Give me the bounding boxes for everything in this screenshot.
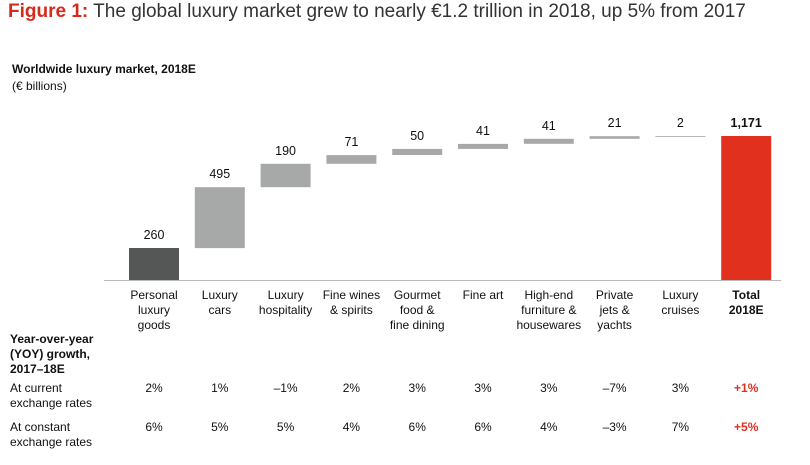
row-label-line: exchange rates <box>10 435 93 449</box>
row-label-line: exchange rates <box>10 396 93 410</box>
bar-5 <box>458 143 508 149</box>
category-label-3: Fine wines <box>323 288 380 302</box>
bar-0 <box>129 248 179 280</box>
growth-cell-1-0: 6% <box>145 420 163 434</box>
value-label-3: 71 <box>344 135 358 149</box>
growth-cell-1-5: 6% <box>474 420 492 434</box>
growth-cell-1-4: 6% <box>409 420 427 434</box>
growth-cell-0-7: –7% <box>603 381 627 395</box>
bars-layer <box>129 136 772 280</box>
growth-cell-1-1: 5% <box>211 420 229 434</box>
growth-cell-1-6: 4% <box>540 420 558 434</box>
bar-4 <box>392 148 443 155</box>
value-label-1: 495 <box>209 167 230 181</box>
growth-cell-1-2: 5% <box>277 420 295 434</box>
category-label-3: & spirits <box>330 303 373 317</box>
growth-cell-0-3: 2% <box>343 381 361 395</box>
bar-9 <box>721 136 772 280</box>
growth-cell-0-2: –1% <box>274 381 298 395</box>
growth-header-line: (YOY) growth, <box>10 347 90 361</box>
growth-cell-1-9: +5% <box>734 420 759 434</box>
bar-8 <box>655 136 706 137</box>
category-label-6: furniture & <box>521 303 576 317</box>
category-label-7: yachts <box>597 318 632 332</box>
value-label-4: 50 <box>410 129 424 143</box>
growth-cell-0-4: 3% <box>409 381 427 395</box>
category-label-0: goods <box>138 318 171 332</box>
growth-cell-0-9: +1% <box>734 381 759 395</box>
growth-cell-0-1: 1% <box>211 381 229 395</box>
growth-cell-1-8: 7% <box>672 420 690 434</box>
figure-title-lead: Figure 1: <box>8 1 89 22</box>
category-label-8: Luxury <box>662 288 698 302</box>
growth-cell-0-0: 2% <box>145 381 163 395</box>
growth-cell-0-8: 3% <box>672 381 690 395</box>
row-label-constant: At constant exchange rates <box>10 420 92 450</box>
value-label-6: 41 <box>542 119 556 133</box>
category-label-1: cars <box>208 303 231 317</box>
bar-6 <box>523 138 574 144</box>
category-label-4: food & <box>400 303 435 317</box>
category-label-4: fine dining <box>390 318 445 332</box>
value-label-9: 1,171 <box>731 116 762 130</box>
growth-header-line: 2017–18E <box>10 362 65 376</box>
bar-3 <box>326 155 377 164</box>
category-label-1: Luxury <box>202 288 238 302</box>
category-label-9: 2018E <box>729 303 764 317</box>
value-label-7: 21 <box>608 116 622 130</box>
category-label-9: Total <box>732 288 760 302</box>
bar-2 <box>260 163 311 188</box>
category-label-6: housewares <box>516 318 581 332</box>
growth-cell-0-5: 3% <box>474 381 492 395</box>
figure-title-text: The global luxury market grew to nearly … <box>88 1 746 22</box>
growth-cell-1-7: –3% <box>603 420 627 434</box>
category-label-6: High-end <box>524 288 573 302</box>
growth-table-header: Year-over-year (YOY) growth, 2017–18E <box>10 332 93 377</box>
bar-7 <box>589 136 640 139</box>
category-label-0: luxury <box>138 303 170 317</box>
growth-cell-0-6: 3% <box>540 381 558 395</box>
row-label-current: At current exchange rates <box>10 381 92 411</box>
category-label-2: hospitality <box>259 303 312 317</box>
category-label-8: cruises <box>661 303 699 317</box>
category-label-4: Gourmet <box>394 288 441 302</box>
value-label-8: 2 <box>677 116 684 130</box>
category-label-2: Luxury <box>268 288 304 302</box>
row-label-line: At current <box>10 381 63 395</box>
category-label-7: jets & <box>599 303 630 317</box>
row-label-line: At constant <box>10 420 71 434</box>
growth-header-line: Year-over-year <box>10 332 94 346</box>
category-labels-layer: PersonalluxurygoodsLuxurycarsLuxuryhospi… <box>130 288 763 332</box>
value-label-0: 260 <box>144 228 165 242</box>
bar-1 <box>194 187 245 249</box>
chart-title: Worldwide luxury market, 2018E <box>12 62 196 76</box>
growth-cell-1-3: 4% <box>343 420 361 434</box>
growth-table: 2% 1% –1% 2% 3% 3% 3% –7% 3% +1% 6% 5% 5% 4% 6% 6% 4% –3%… <box>145 381 758 434</box>
chart-unit: (€ billions) <box>12 79 67 93</box>
value-labels-layer: 260 495 190 71 50 41 41 21 2 1,171 <box>144 116 762 242</box>
category-label-5: Fine art <box>463 288 504 302</box>
figure-title: Figure 1: The global luxury market grew … <box>8 1 746 23</box>
value-label-2: 190 <box>275 144 296 158</box>
category-label-0: Personal <box>130 288 177 302</box>
value-label-5: 41 <box>476 124 490 138</box>
category-label-7: Private <box>596 288 634 302</box>
